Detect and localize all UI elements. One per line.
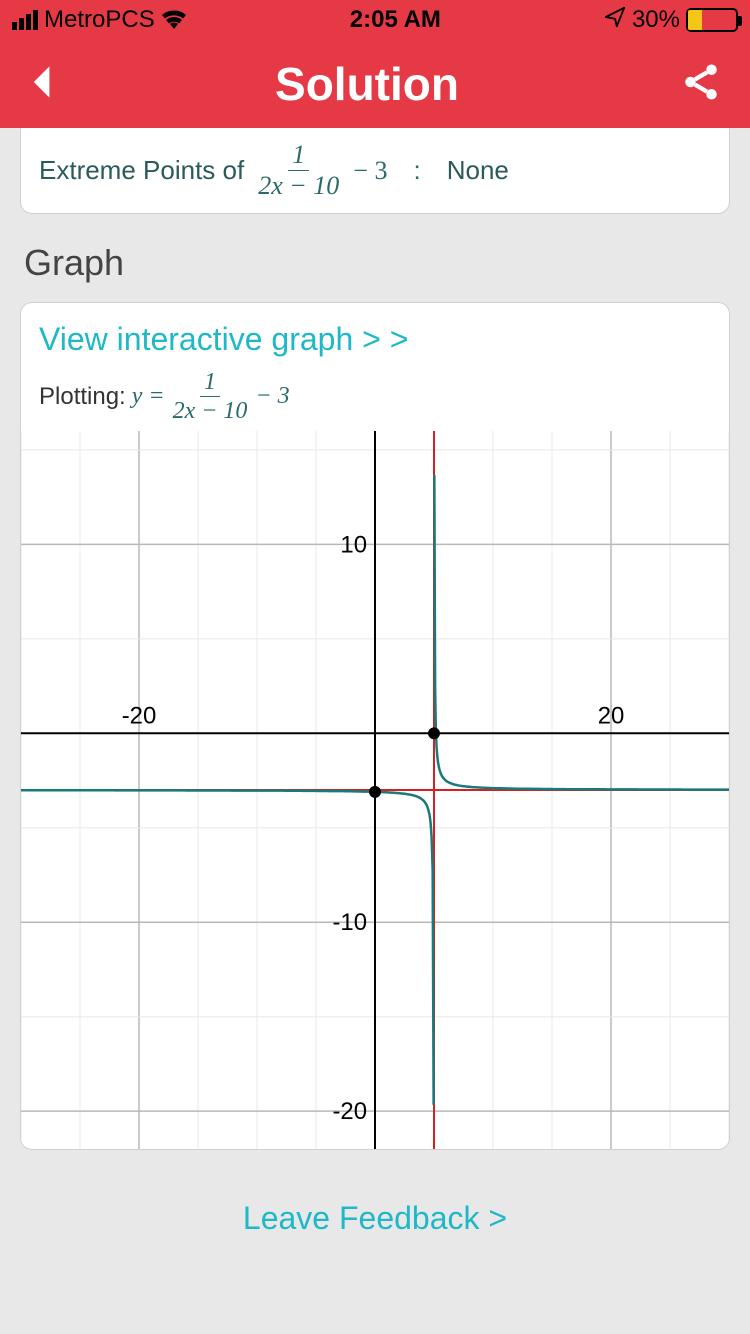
back-button[interactable] [28,64,54,105]
plotting-equation: y = 1 2x − 10 − 3 [132,370,290,423]
graph-card: View interactive graph > > Plotting: y =… [20,302,730,1150]
plotting-y: y = [132,383,165,410]
plotting-fraction: 1 2x − 10 [173,370,248,423]
svg-text:-10: -10 [332,909,367,936]
status-right: 30% [604,6,738,35]
graph-plot[interactable]: -20 20 -20 -10 10 [21,431,729,1149]
carrier-label: MetroPCS [44,6,155,34]
plotting-denominator: 2x − 10 [173,397,248,423]
result-colon: : [413,155,420,186]
result-fraction: 1 2x − 10 [258,142,339,199]
share-button[interactable] [680,61,722,108]
content-area: Extreme Points of 1 2x − 10 − 3 : None G… [0,128,750,1237]
plotting-label: Plotting: [39,383,126,411]
svg-text:-20: -20 [332,1098,367,1125]
location-icon [604,6,626,35]
svg-text:10: 10 [340,531,367,558]
signal-icon [12,10,38,30]
leave-feedback-link[interactable]: Leave Feedback > [20,1200,730,1237]
fraction-numerator: 1 [288,142,309,171]
result-row: Extreme Points of 1 2x − 10 − 3 : None [39,142,711,199]
interactive-graph-link[interactable]: View interactive graph > > [21,321,729,366]
plotting-tail: − 3 [255,383,289,410]
wifi-icon [161,5,187,36]
page-title: Solution [275,57,459,111]
app-header: Solution [0,40,750,128]
battery-icon [686,8,738,32]
result-value: None [447,155,509,186]
result-card: Extreme Points of 1 2x − 10 − 3 : None [20,128,730,214]
graph-section-title: Graph [24,242,730,284]
status-bar: MetroPCS 2:05 AM 30% [0,0,750,40]
svg-text:20: 20 [598,702,625,729]
result-label: Extreme Points of [39,155,244,186]
plotting-row: Plotting: y = 1 2x − 10 − 3 [21,366,729,431]
plotting-numerator: 1 [200,370,220,397]
battery-fill [688,10,702,30]
status-left: MetroPCS [12,5,187,36]
result-tail: − 3 [353,156,387,186]
status-time: 2:05 AM [350,6,441,34]
svg-text:-20: -20 [122,702,157,729]
battery-pct-label: 30% [632,6,680,34]
fraction-denominator: 2x − 10 [258,171,339,199]
